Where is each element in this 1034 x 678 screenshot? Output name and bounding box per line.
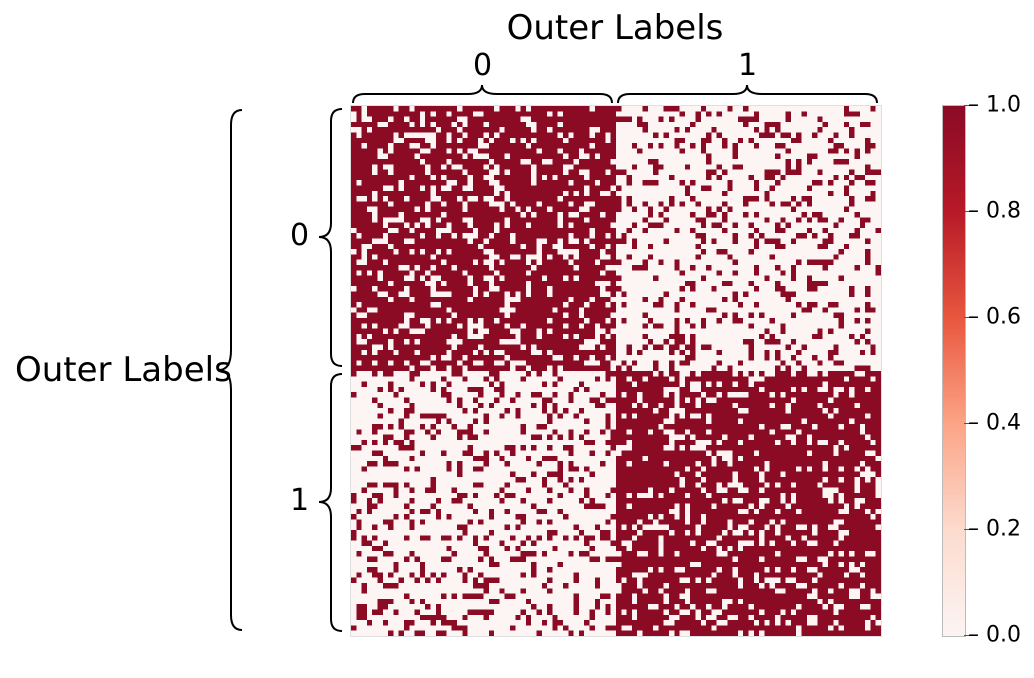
colorbar-tick-label: – 0.0 bbox=[968, 623, 1021, 648]
heatmap-area bbox=[350, 105, 882, 637]
top-brace-1 bbox=[615, 82, 880, 106]
left-brace-0 bbox=[315, 105, 345, 370]
top-brace-0 bbox=[350, 82, 615, 106]
left-outer-brace bbox=[215, 105, 245, 635]
colorbar bbox=[942, 105, 966, 637]
colorbar-tick-label: – 0.6 bbox=[968, 305, 1021, 330]
left-group-label-1: 1 bbox=[290, 483, 309, 518]
colorbar-tick-label: – 0.2 bbox=[968, 517, 1021, 542]
top-group-label-0: 0 bbox=[350, 48, 615, 83]
left-axis-title: Outer Labels bbox=[15, 350, 232, 390]
colorbar-tick-label: – 0.4 bbox=[968, 411, 1021, 436]
top-group-label-1: 1 bbox=[615, 48, 880, 83]
top-axis-title: Outer Labels bbox=[350, 8, 880, 48]
left-group-label-0: 0 bbox=[290, 218, 309, 253]
colorbar-gradient bbox=[943, 106, 965, 636]
colorbar-tick-label: – 1.0 bbox=[968, 93, 1021, 118]
heatmap-canvas bbox=[351, 106, 881, 636]
left-brace-1 bbox=[315, 370, 345, 635]
colorbar-tick-label: – 0.8 bbox=[968, 199, 1021, 224]
